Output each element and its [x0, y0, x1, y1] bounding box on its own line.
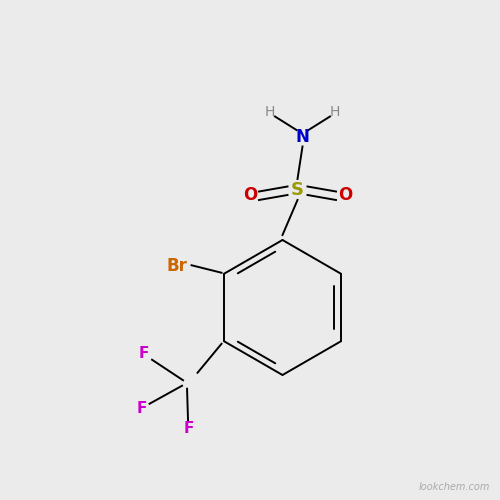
Text: O: O: [338, 186, 352, 204]
Text: F: F: [184, 421, 194, 436]
Text: O: O: [243, 186, 257, 204]
Text: S: S: [291, 181, 304, 199]
Text: H: H: [330, 104, 340, 118]
Text: H: H: [265, 104, 275, 118]
Text: Br: Br: [166, 257, 187, 275]
Text: lookchem.com: lookchem.com: [418, 482, 490, 492]
Text: N: N: [296, 128, 310, 146]
Text: F: F: [139, 346, 149, 361]
Text: F: F: [136, 401, 146, 416]
